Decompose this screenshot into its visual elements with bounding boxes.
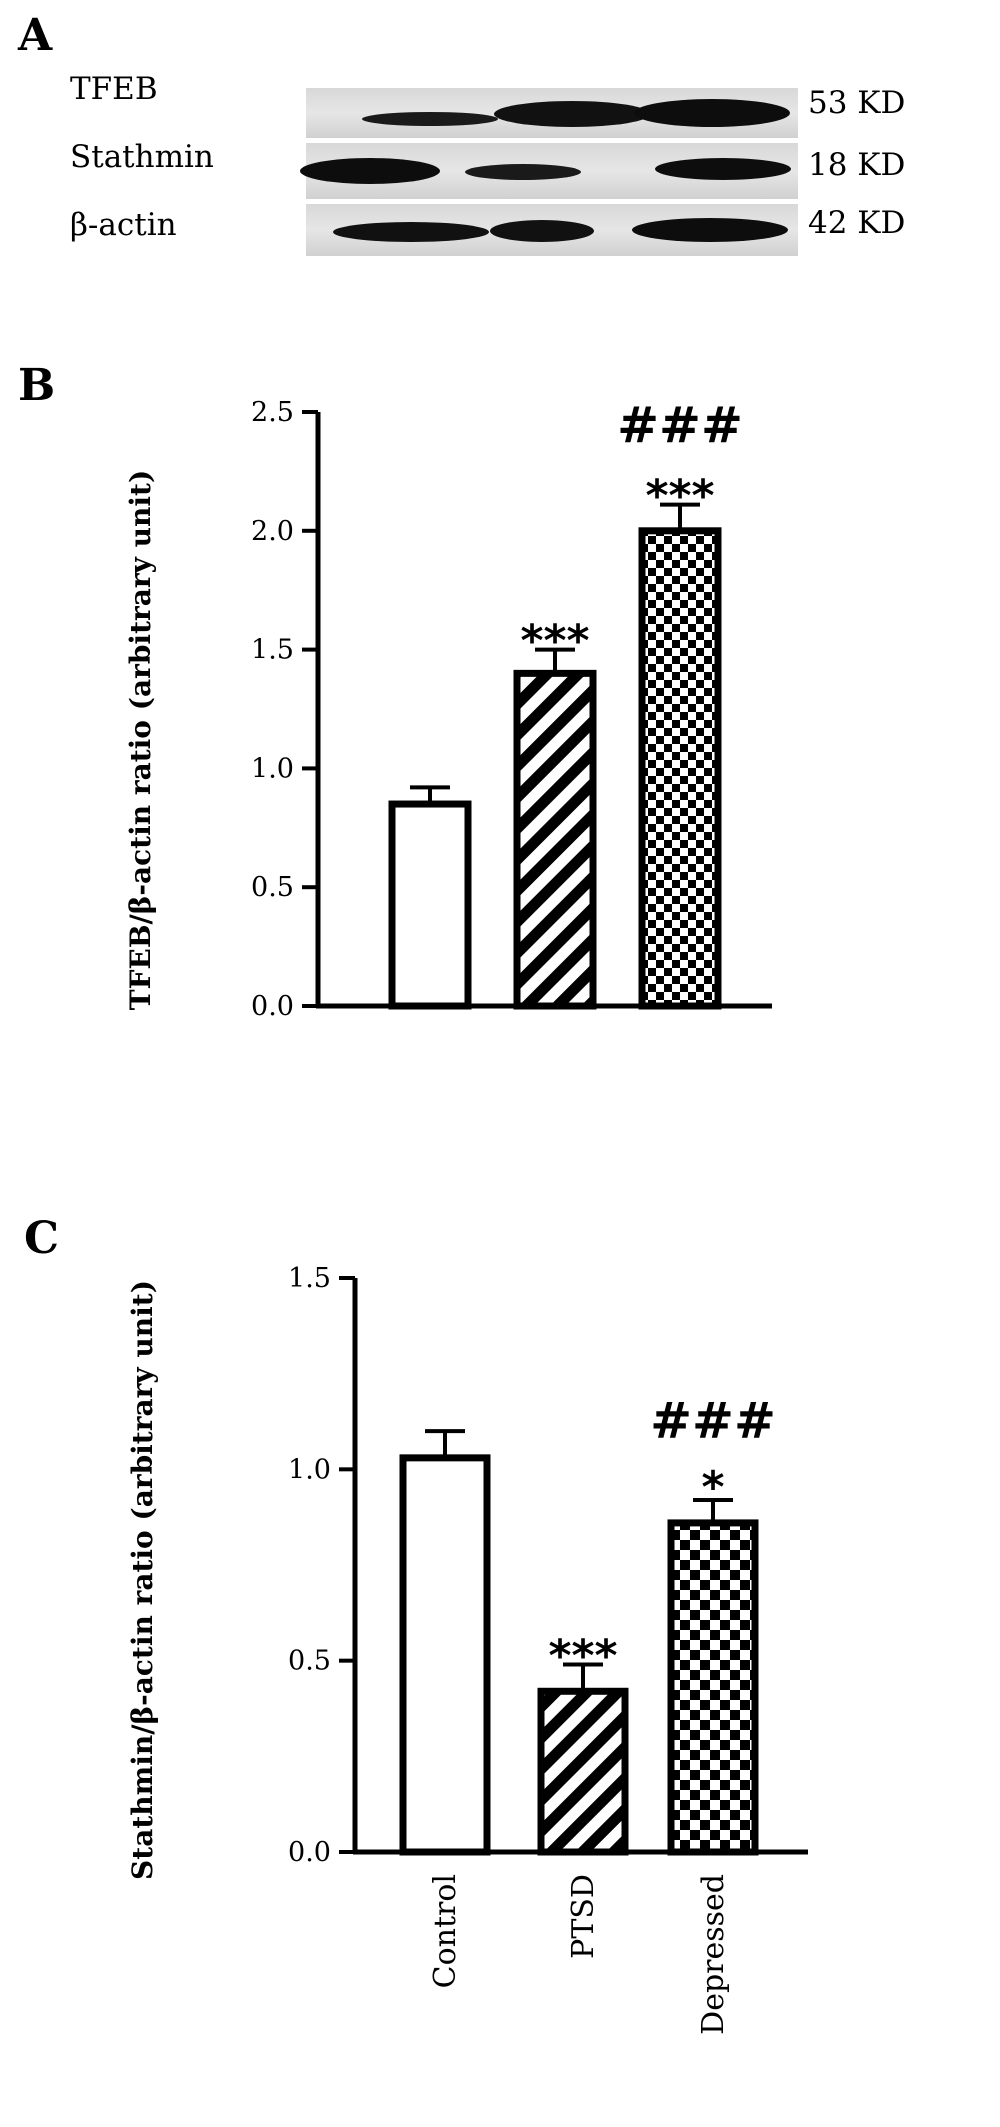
panel-b-y-axis-label: TFEB/β-actin ratio (arbitrary unit) bbox=[124, 470, 157, 1010]
blot-size-tfeb: 53 KD bbox=[808, 85, 905, 121]
x-category-label: Control bbox=[428, 1874, 463, 1988]
bar-ptsd bbox=[513, 669, 597, 1010]
significance-label: *** bbox=[645, 471, 714, 522]
y-tick-label: 0.5 bbox=[251, 872, 294, 903]
panel-c-letter: C bbox=[24, 1213, 59, 1264]
significance-label: *** bbox=[548, 1630, 617, 1681]
band-tfeb-ptsd bbox=[494, 101, 650, 127]
band-tfeb-control bbox=[362, 112, 498, 126]
band-beta-actin-ptsd bbox=[490, 220, 594, 242]
bar-control bbox=[388, 800, 472, 1010]
significance-label: * bbox=[701, 1462, 724, 1513]
significance-label: *** bbox=[520, 616, 589, 667]
y-tick-label: 1.5 bbox=[251, 635, 294, 666]
chart-b: 0.0 0.5 1.0 1.5 2.0 2.5 *** *** ### bbox=[251, 397, 772, 1022]
band-tfeb-depressed bbox=[634, 99, 790, 127]
x-category-label: PTSD bbox=[566, 1874, 601, 1959]
y-tick-label: 1.5 bbox=[288, 1263, 331, 1294]
panel-a: A TFEB Stathmin β-actin 53 KD 18 KD 42 K… bbox=[17, 10, 905, 256]
y-tick-label: 0.5 bbox=[288, 1646, 331, 1677]
x-category-label: Depressed bbox=[696, 1874, 731, 2035]
blot-label-stathmin: Stathmin bbox=[70, 139, 214, 175]
blot-label-tfeb: TFEB bbox=[70, 71, 158, 107]
significance-vs-ptsd-label: ### bbox=[650, 1392, 776, 1450]
band-stathmin-depressed bbox=[655, 158, 791, 180]
y-tick-label: 1.0 bbox=[288, 1454, 331, 1485]
panel-a-letter: A bbox=[17, 10, 53, 61]
band-stathmin-control bbox=[300, 158, 440, 184]
y-tick-label: 0.0 bbox=[288, 1837, 331, 1868]
blot-label-beta-actin: β-actin bbox=[70, 207, 177, 243]
blot-strip-beta-actin bbox=[306, 204, 798, 256]
blot-strip-stathmin bbox=[300, 143, 798, 199]
chart-c: 0.0 0.5 1.0 1.5 Control *** PTSD * ### Depressed bbox=[288, 1263, 808, 2035]
panel-b: B TFEB/β-actin ratio (arbitrary unit) 0.… bbox=[18, 360, 772, 1022]
blot-size-stathmin: 18 KD bbox=[808, 147, 905, 183]
y-tick-label: 0.0 bbox=[251, 991, 294, 1022]
bar-ptsd bbox=[537, 1687, 629, 1856]
panel-c-y-axis-label: Stathmin/β-actin ratio (arbitrary unit) bbox=[126, 1280, 159, 1880]
y-tick-label: 2.0 bbox=[251, 516, 294, 547]
bar-control bbox=[399, 1454, 491, 1856]
band-beta-actin-control bbox=[333, 222, 489, 242]
y-tick-label: 1.0 bbox=[251, 753, 294, 784]
blot-size-beta-actin: 42 KD bbox=[808, 205, 905, 241]
band-beta-actin-depressed bbox=[632, 218, 788, 242]
significance-vs-ptsd-label: ### bbox=[617, 397, 743, 455]
panel-c: C Stathmin/β-actin ratio (arbitrary unit… bbox=[24, 1213, 808, 2035]
panel-b-letter: B bbox=[18, 360, 55, 411]
y-tick-label: 2.5 bbox=[251, 397, 294, 428]
band-stathmin-ptsd bbox=[465, 164, 581, 180]
blot-strip-tfeb bbox=[306, 88, 798, 138]
bar-depressed bbox=[667, 1519, 759, 1856]
bar-depressed bbox=[638, 527, 722, 1010]
